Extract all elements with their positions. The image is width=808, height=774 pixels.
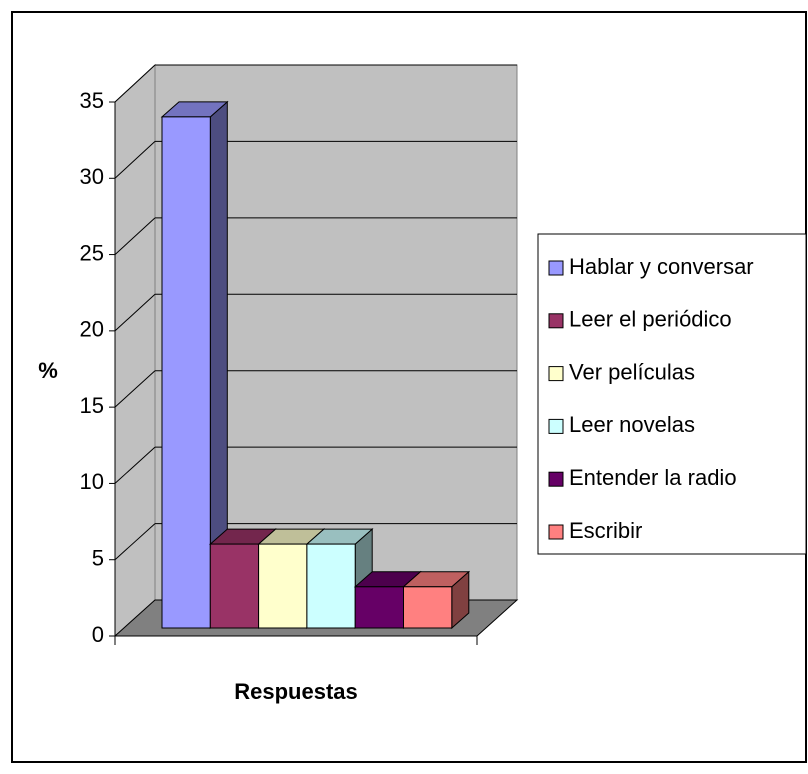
y-tick-label: 20	[80, 317, 104, 342]
grid-line	[114, 370, 156, 408]
legend-label: Leer el periódico	[569, 307, 732, 332]
side-wall	[114, 63, 156, 638]
grid-line	[114, 293, 156, 332]
legend-label: Hablar y conversar	[569, 254, 754, 279]
y-tick-label: 5	[92, 546, 104, 571]
y-tick-label: 25	[80, 240, 104, 265]
legend-swatch	[548, 418, 564, 434]
y-tick-label: 30	[80, 164, 104, 189]
grid-line	[114, 141, 156, 179]
y-tick-label: 10	[80, 469, 104, 494]
legend	[537, 233, 807, 555]
legend-swatch	[548, 260, 564, 276]
legend-label: Ver películas	[569, 359, 695, 384]
grid-line	[114, 217, 156, 255]
legend-swatch	[548, 524, 564, 540]
bar	[403, 586, 453, 629]
bar	[161, 116, 211, 629]
bar	[354, 586, 405, 629]
legend-label: Leer novelas	[569, 412, 695, 437]
legend-label: Escribir	[569, 518, 642, 543]
bar	[258, 543, 308, 629]
y-axis-label: %	[38, 358, 58, 383]
y-tick-label: 15	[80, 393, 104, 418]
y-tick-label: 35	[80, 88, 104, 113]
y-tick-label: 0	[92, 622, 104, 647]
bar	[209, 543, 260, 629]
bar	[306, 543, 356, 629]
grid-line	[114, 523, 156, 561]
legend-swatch	[548, 471, 564, 487]
x-axis-label: Respuestas	[234, 679, 358, 704]
legend-label: Entender la radio	[569, 465, 737, 490]
grid-line	[114, 446, 156, 484]
legend-swatch	[548, 366, 564, 382]
grid-line	[114, 64, 156, 103]
legend-swatch	[548, 313, 564, 329]
